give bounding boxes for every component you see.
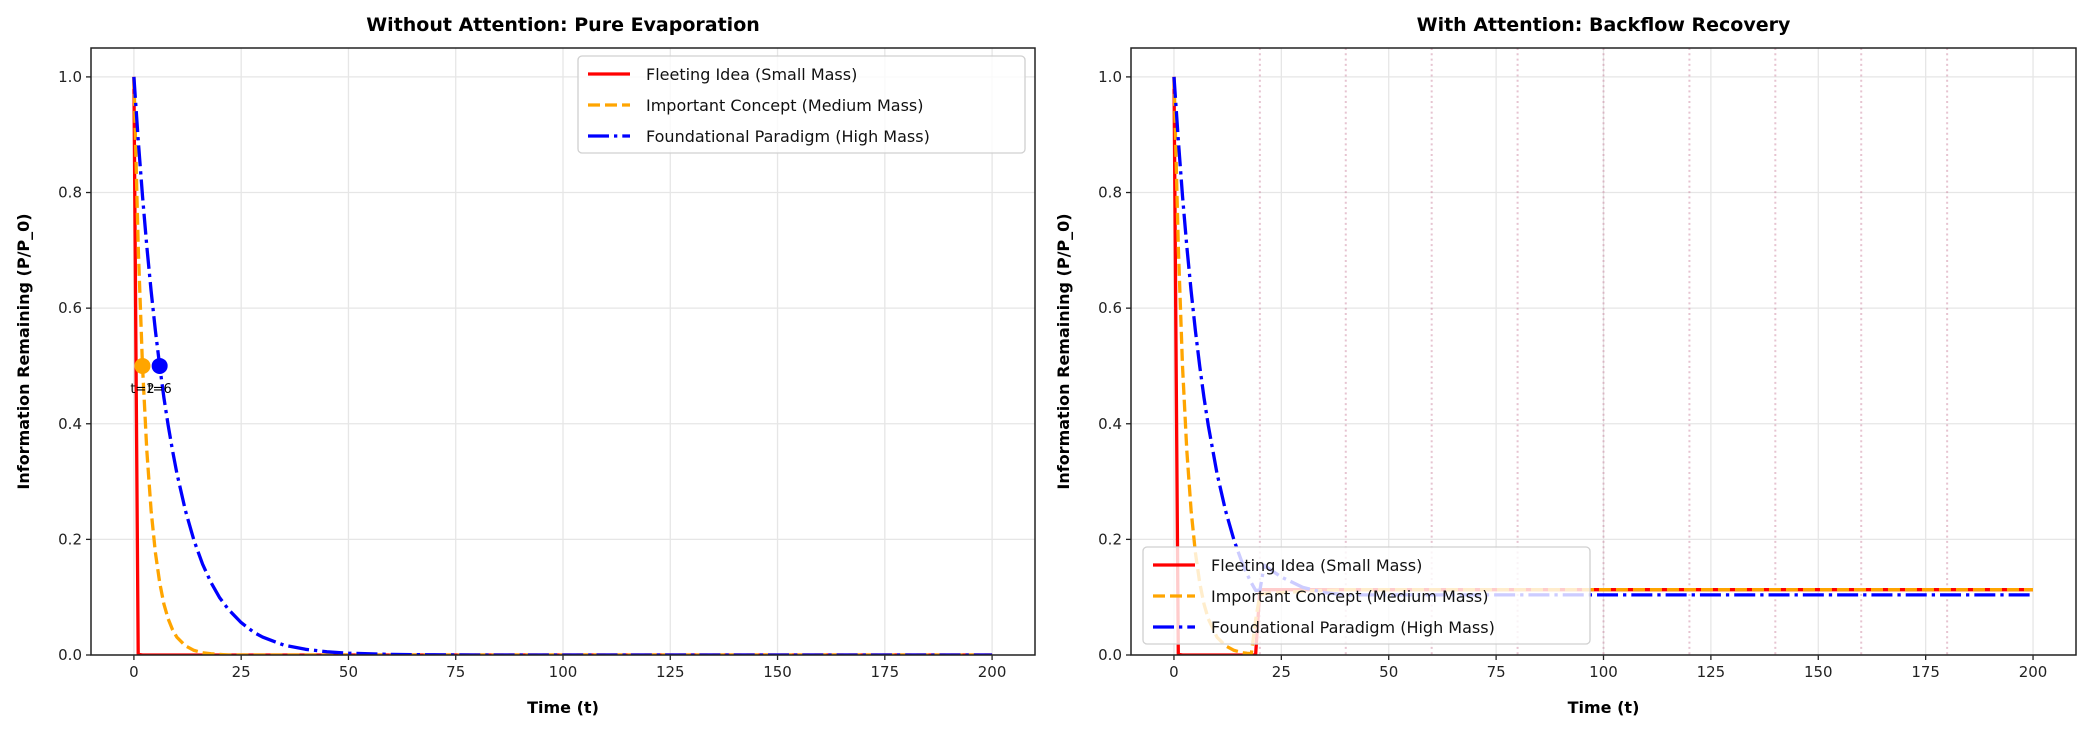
y-tick-label: 0.0 [1098, 646, 1122, 664]
legend-label: Important Concept (Medium Mass) [1211, 587, 1489, 606]
legend-label: Fleeting Idea (Small Mass) [1211, 556, 1422, 575]
legend-label: Fleeting Idea (Small Mass) [646, 65, 857, 84]
y-tick-label: 0.4 [58, 415, 82, 433]
legend-label: Foundational Paradigm (High Mass) [646, 127, 930, 146]
y-tick-label: 0.2 [1098, 530, 1122, 548]
legend: Fleeting Idea (Small Mass) Important Conc… [1142, 546, 1591, 645]
y-tick-label: 0.6 [58, 299, 82, 317]
x-tick-label: 50 [1379, 663, 1398, 681]
x-tick-label: 75 [1487, 663, 1506, 681]
x-tick-label: 200 [978, 663, 1007, 681]
y-tick-label: 0.6 [1098, 299, 1122, 317]
chart-title: Without Attention: Pure Evaporation [366, 14, 760, 36]
y-tick-label: 0.0 [58, 646, 82, 664]
x-tick-label: 175 [1911, 663, 1940, 681]
x-tick-label: 50 [339, 663, 358, 681]
legend-box [577, 55, 1026, 154]
left-subplot: 0 25 50 75 100 125 150 175 200 0.0 0.2 0.4 0.6 0.8 1.0… [14, 14, 1036, 717]
half-life-label: t=2 [130, 382, 154, 397]
half-life-marker [134, 357, 151, 374]
y-tick-label: 1.0 [58, 68, 82, 86]
y-tick-label: 1.0 [1098, 68, 1122, 86]
x-axis-label: Time (t) [527, 698, 599, 717]
x-tick-label: 150 [1804, 663, 1833, 681]
x-tick-label: 125 [656, 663, 685, 681]
y-tick-label: 0.4 [1098, 415, 1122, 433]
x-tick-label: 150 [763, 663, 792, 681]
half-life-marker [151, 357, 168, 374]
x-tick-label: 100 [1589, 663, 1618, 681]
x-tick-label: 75 [446, 663, 465, 681]
x-tick-label: 0 [129, 663, 139, 681]
legend-box [1142, 546, 1591, 645]
y-tick-label: 0.8 [58, 184, 82, 202]
axes-frame [1130, 47, 2077, 656]
x-axis-label: Time (t) [1568, 698, 1640, 717]
half-life-label: t=6 [148, 382, 172, 397]
legend: Fleeting Idea (Small Mass) Important Conc… [577, 55, 1026, 154]
chart-title: With Attention: Backflow Recovery [1417, 14, 1791, 36]
x-tick-label: 25 [1272, 663, 1291, 681]
y-tick-label: 0.8 [1098, 184, 1122, 202]
x-tick-label: 175 [870, 663, 899, 681]
right-subplot: 0 25 50 75 100 125 150 175 200 0.0 0.2 0.4 0.6 0.8 1.0… [1054, 14, 2077, 717]
legend-label: Important Concept (Medium Mass) [646, 96, 924, 115]
x-tick-label: 25 [232, 663, 251, 681]
x-tick-label: 100 [549, 663, 578, 681]
axes-frame [90, 47, 1036, 656]
x-tick-label: 125 [1697, 663, 1726, 681]
y-axis-label: Information Remaining (P/P_0) [14, 213, 33, 489]
x-tick-label: 0 [1169, 663, 1179, 681]
y-tick-label: 0.2 [58, 530, 82, 548]
y-axis-label: Information Remaining (P/P_0) [1054, 213, 1073, 489]
x-tick-label: 200 [2019, 663, 2048, 681]
legend-label: Foundational Paradigm (High Mass) [1211, 618, 1495, 637]
